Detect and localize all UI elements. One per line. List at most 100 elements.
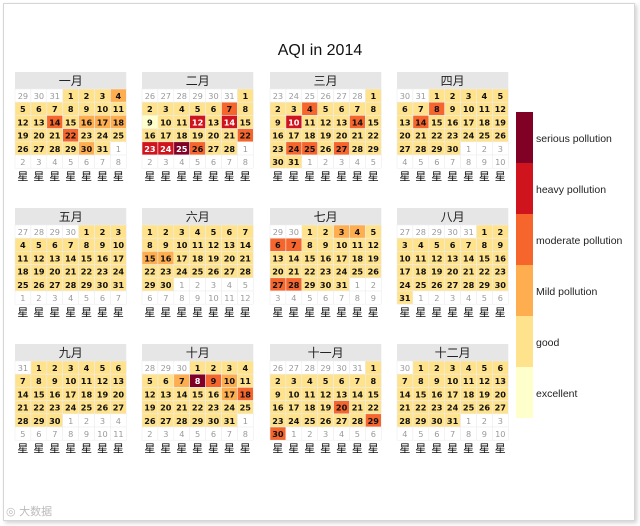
day-number: 12 bbox=[240, 293, 250, 303]
day-number: 9 bbox=[450, 104, 456, 114]
day-number: 27 bbox=[161, 91, 171, 101]
month-header bbox=[15, 72, 127, 89]
day-number: 27 bbox=[49, 280, 61, 290]
day-number: 5 bbox=[323, 104, 329, 114]
weekday-label: 星 bbox=[65, 306, 76, 319]
day-number: 19 bbox=[320, 403, 332, 413]
day-number: 31 bbox=[463, 227, 473, 237]
day-number: 24 bbox=[288, 144, 300, 154]
day-number: 6 bbox=[402, 104, 408, 114]
adjacent-day-cell bbox=[492, 426, 509, 441]
day-number: 8 bbox=[466, 157, 471, 167]
day-number: 14 bbox=[415, 117, 427, 127]
weekday-label: 星 bbox=[176, 442, 187, 455]
legend-swatch bbox=[516, 316, 533, 367]
day-number: 8 bbox=[466, 429, 471, 439]
day-number: 16 bbox=[320, 253, 332, 263]
day-number: 16 bbox=[447, 117, 459, 127]
weekday-label: 星 bbox=[304, 170, 315, 183]
day-number: 1 bbox=[370, 363, 376, 373]
day-number: 29 bbox=[304, 280, 316, 290]
day-number: 17 bbox=[288, 403, 300, 413]
weekday-label: 星 bbox=[288, 170, 299, 183]
day-number: 31 bbox=[447, 416, 459, 426]
weekday-label: 星 bbox=[160, 442, 171, 455]
day-number: 28 bbox=[177, 91, 187, 101]
month-header bbox=[397, 72, 509, 89]
day-number: 18 bbox=[304, 403, 316, 413]
day-number: 6 bbox=[84, 157, 89, 167]
day-number: 25 bbox=[415, 280, 427, 290]
month-header bbox=[15, 208, 127, 225]
month-label: 十一月 bbox=[308, 346, 344, 360]
day-number: 26 bbox=[17, 144, 29, 154]
day-number: 9 bbox=[84, 104, 90, 114]
day-number: 8 bbox=[307, 240, 313, 250]
weekday-label: 星 bbox=[81, 442, 92, 455]
adjacent-day-cell bbox=[237, 426, 254, 441]
day-number: 9 bbox=[497, 240, 503, 250]
day-number: 17 bbox=[336, 253, 348, 263]
day-number: 4 bbox=[179, 429, 184, 439]
day-number: 13 bbox=[495, 376, 507, 386]
legend-label: excellent bbox=[536, 388, 578, 400]
day-number: 14 bbox=[463, 253, 475, 263]
day-number: 28 bbox=[352, 416, 364, 426]
day-number: 2 bbox=[36, 293, 41, 303]
day-number: 5 bbox=[323, 376, 329, 386]
day-number: 23 bbox=[272, 416, 284, 426]
day-number: 27 bbox=[208, 144, 220, 154]
weekday-label: 星 bbox=[288, 442, 299, 455]
day-number: 28 bbox=[240, 267, 252, 277]
adjacent-day-cell bbox=[237, 154, 254, 169]
day-number: 4 bbox=[307, 376, 313, 386]
day-number: 7 bbox=[68, 240, 74, 250]
adjacent-day-cell bbox=[365, 290, 382, 305]
month-header bbox=[142, 72, 254, 89]
day-number: 7 bbox=[450, 157, 455, 167]
day-number: 17 bbox=[97, 117, 109, 127]
day-number: 18 bbox=[81, 389, 93, 399]
day-number: 1 bbox=[291, 429, 296, 439]
day-number: 3 bbox=[275, 293, 280, 303]
day-number: 3 bbox=[323, 429, 328, 439]
day-number: 29 bbox=[81, 280, 93, 290]
day-number: 1 bbox=[179, 280, 184, 290]
day-number: 11 bbox=[224, 293, 234, 303]
weekday-label: 星 bbox=[160, 306, 171, 319]
day-number: 9 bbox=[52, 376, 58, 386]
day-number: 31 bbox=[97, 144, 109, 154]
day-number: 14 bbox=[17, 389, 29, 399]
weekday-label: 星 bbox=[320, 306, 331, 319]
day-number: 30 bbox=[208, 416, 220, 426]
weekday-label: 星 bbox=[495, 170, 506, 183]
day-number: 3 bbox=[291, 104, 297, 114]
day-number: 14 bbox=[352, 117, 364, 127]
day-number: 1 bbox=[195, 363, 201, 373]
day-number: 16 bbox=[81, 117, 93, 127]
day-number: 25 bbox=[113, 131, 125, 141]
day-number: 29 bbox=[431, 144, 443, 154]
day-number: 14 bbox=[352, 389, 364, 399]
day-number: 26 bbox=[97, 403, 109, 413]
day-number: 3 bbox=[339, 227, 345, 237]
day-number: 3 bbox=[179, 227, 185, 237]
day-number: 16 bbox=[272, 131, 284, 141]
day-number: 31 bbox=[416, 91, 426, 101]
day-number: 14 bbox=[176, 389, 188, 399]
day-number: 2 bbox=[211, 363, 217, 373]
day-number: 6 bbox=[434, 157, 439, 167]
day-number: 22 bbox=[33, 403, 44, 413]
day-number: 22 bbox=[304, 267, 315, 277]
day-number: 24 bbox=[113, 267, 125, 277]
day-number: 4 bbox=[339, 429, 344, 439]
legend-swatch bbox=[516, 163, 533, 214]
weekday-label: 星 bbox=[479, 442, 490, 455]
day-number: 13 bbox=[160, 389, 172, 399]
day-number: 1 bbox=[68, 416, 73, 426]
day-number: 5 bbox=[195, 429, 200, 439]
day-number: 9 bbox=[482, 157, 487, 167]
adjacent-day-cell bbox=[365, 426, 382, 441]
adjacent-day-cell bbox=[110, 290, 127, 305]
day-number: 6 bbox=[275, 240, 281, 250]
